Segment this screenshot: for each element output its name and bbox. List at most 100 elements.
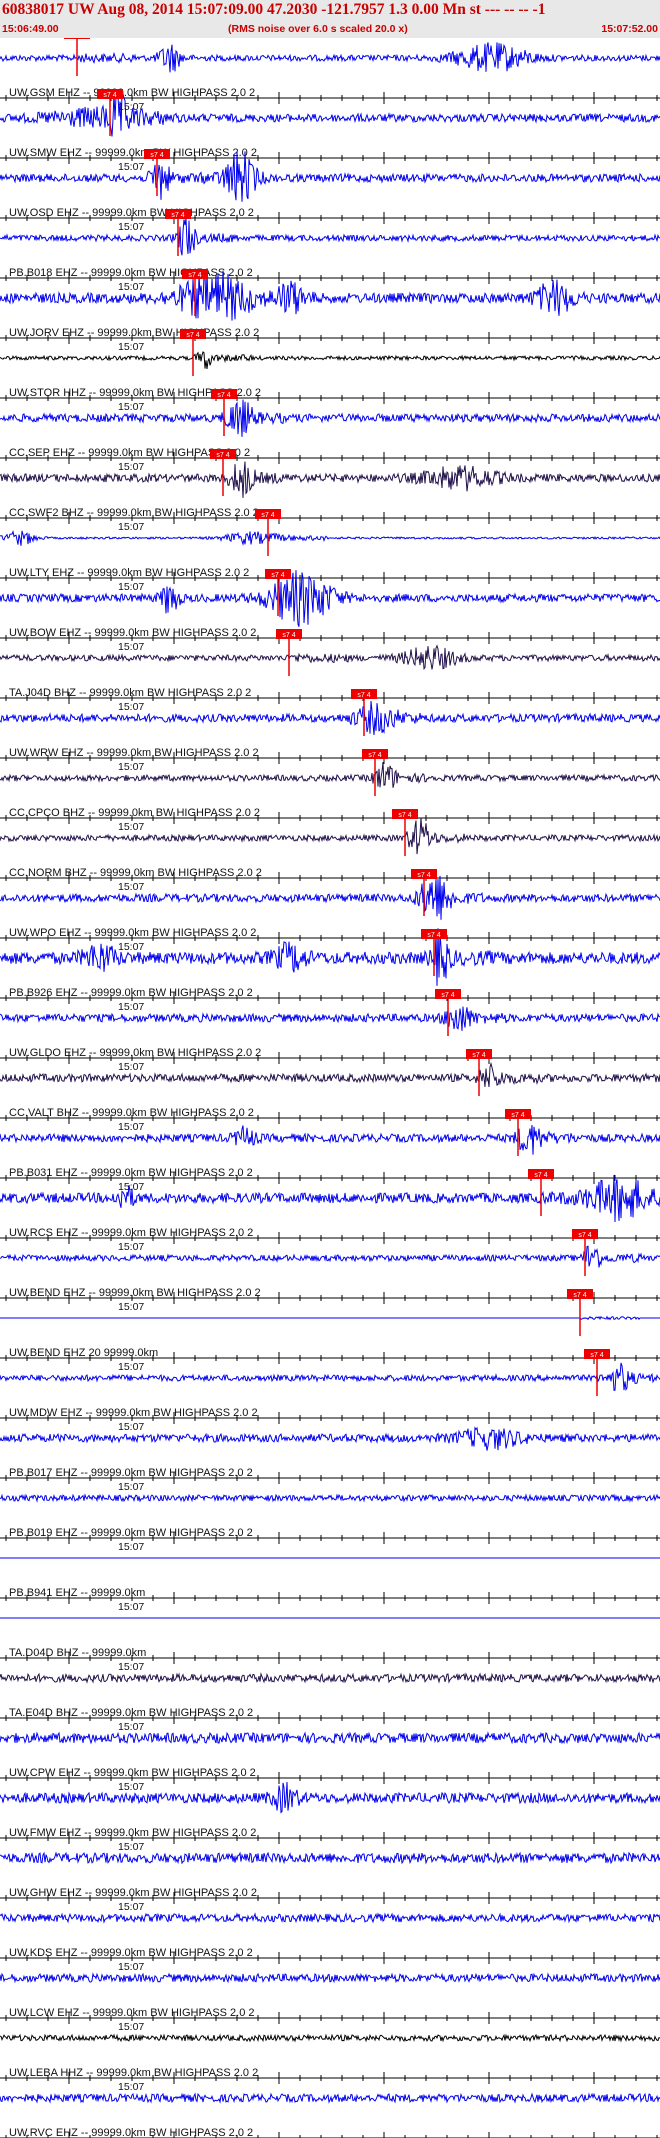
station-label: UW.GSM EHZ -- 99999.0km BW HIGHPASS 2.0 … xyxy=(9,87,255,99)
pick-label: s7 4 xyxy=(186,332,199,339)
waveform-trace xyxy=(0,1245,660,1268)
station-label: UW.MDW EHZ -- 99999.0km BW HIGHPASS 2.0 … xyxy=(9,1407,258,1419)
waveform-trace xyxy=(0,218,660,256)
waveform-trace xyxy=(0,817,660,855)
time-tick-label: 15:07 xyxy=(118,1301,144,1313)
pick-marker xyxy=(567,1289,593,1299)
time-tick-label: 15:07 xyxy=(118,341,144,353)
time-tick-label: 15:07 xyxy=(118,1661,144,1673)
station-label: UW.RVC EHZ -- 99999.0km BW HIGHPASS 2.0 … xyxy=(9,2127,253,2138)
waveform-trace xyxy=(0,1972,660,1984)
time-tick-label: 15:07 xyxy=(118,461,144,473)
station-label: TA.D04D BHZ -- 99999.0km xyxy=(9,1647,146,1659)
pick-label: s7 4 xyxy=(70,38,83,39)
time-tick-label: 15:07 xyxy=(118,1481,144,1493)
pick-marker xyxy=(572,1229,598,1239)
waveform-trace xyxy=(0,1174,660,1223)
waveform-trace xyxy=(0,1781,660,1814)
waveform-trace xyxy=(0,1426,660,1451)
station-label: UW.GHW EHZ -- 99999.0km BW HIGHPASS 2.0 … xyxy=(9,1887,257,1899)
pick-marker xyxy=(584,1349,610,1359)
waveform-trace xyxy=(0,351,660,369)
time-tick-label: 15:07 xyxy=(118,1721,144,1733)
time-tick-label: 15:07 xyxy=(118,581,144,593)
waveform-trace xyxy=(0,530,660,547)
station-label: PB.B017 EHZ -- 99999.0km BW HIGHPASS 2.0… xyxy=(9,1467,253,1479)
waveform-trace xyxy=(0,570,660,627)
pick-marker xyxy=(421,929,447,939)
time-tick-label: 15:07 xyxy=(118,1841,144,1853)
pick-marker xyxy=(144,149,170,159)
waveform-trace xyxy=(0,1731,660,1745)
pick-label: s7 4 xyxy=(578,1232,591,1239)
start-time: 15:06:49.00 xyxy=(2,23,59,35)
time-tick-label: 15:07 xyxy=(118,401,144,413)
pick-label: s7 4 xyxy=(261,512,274,519)
time-tick-label: 15:07 xyxy=(118,821,144,833)
station-label: UW.LCW EHZ -- 99999.0km BW HIGHPASS 2.0 … xyxy=(9,2007,255,2019)
station-label: PB.B941 EHZ -- 99999.0km xyxy=(9,1587,145,1599)
station-label: UW.KDS EHZ -- 99999.0km BW HIGHPASS 2.0 … xyxy=(9,1947,253,1959)
time-tick-label: 15:07 xyxy=(118,161,144,173)
rms-subtitle: (RMS noise over 6.0 s scaled 20.0 x) xyxy=(228,23,408,35)
waveform-trace xyxy=(0,761,660,788)
pick-marker xyxy=(255,509,281,519)
pick-label: s7 4 xyxy=(472,1052,485,1059)
waveform-trace xyxy=(0,1672,660,1684)
seismogram-panel: UW.GSM EHZ -- 99999.0km BW HIGHPASS 2.0 … xyxy=(0,38,660,2138)
waveform-trace xyxy=(0,1061,660,1088)
time-tick-label: 15:07 xyxy=(118,1001,144,1013)
end-time: 15:07:52.00 xyxy=(601,23,658,35)
pick-label: s7 4 xyxy=(441,992,454,999)
pick-marker xyxy=(64,38,90,39)
waveform-trace xyxy=(0,1851,660,1865)
header-bar: 60838017 UW Aug 08, 2014 15:07:09.00 47.… xyxy=(0,0,660,38)
time-tick-label: 15:07 xyxy=(118,1961,144,1973)
pick-label: s7 4 xyxy=(217,392,230,399)
time-tick-label: 15:07 xyxy=(118,1781,144,1793)
station-label: CC.SWF2 BHZ -- 99999.0km BW HIGHPASS 2.0… xyxy=(9,507,259,519)
station-label: TA.E04D BHZ -- 99999.0km BW HIGHPASS 2.0… xyxy=(9,1707,253,1719)
station-label: UW.FMW EHZ -- 99999.0km BW HIGHPASS 2.0 … xyxy=(9,1827,256,1839)
pick-marker xyxy=(505,1109,531,1119)
time-tick-label: 15:07 xyxy=(118,521,144,533)
pick-marker xyxy=(411,869,437,879)
pick-label: s7 4 xyxy=(368,752,381,759)
time-tick-label: 15:07 xyxy=(118,221,144,233)
pick-marker xyxy=(210,449,236,459)
station-label: UW.BOW EHZ -- 99999.0km BW HIGHPASS 2.0 … xyxy=(9,627,256,639)
time-tick-label: 15:07 xyxy=(118,1601,144,1613)
event-title: 60838017 UW Aug 08, 2014 15:07:09.00 47.… xyxy=(2,1,546,18)
pick-label: s7 4 xyxy=(188,272,201,279)
pick-label: s7 4 xyxy=(511,1112,524,1119)
waveform-trace xyxy=(0,1362,660,1392)
time-tick-label: 15:07 xyxy=(118,1421,144,1433)
pick-marker xyxy=(466,1049,492,1059)
station-label: UW.RCS EHZ -- 99999.0km BW HIGHPASS 2.0 … xyxy=(9,1227,253,1239)
pick-label: s7 4 xyxy=(534,1172,547,1179)
station-label: UW.WPO EHZ -- 99999.0km BW HIGHPASS 2.0 … xyxy=(9,927,256,939)
time-tick-label: 15:07 xyxy=(118,1541,144,1553)
waveform-trace xyxy=(0,461,660,498)
station-label: UW.LTY EHZ -- 99999.0km BW HIGHPASS 2.0 … xyxy=(9,567,249,579)
pick-marker xyxy=(351,689,377,699)
time-tick-label: 15:07 xyxy=(118,761,144,773)
time-tick-label: 15:07 xyxy=(118,101,144,113)
station-label: UW.STOR HHZ -- 99999.0km BW HIGHPASS 2.0… xyxy=(9,387,261,399)
pick-marker xyxy=(362,749,388,759)
time-tick-label: 15:07 xyxy=(118,281,144,293)
waveform-trace xyxy=(0,1912,660,1924)
waveform-trace xyxy=(0,151,660,202)
station-label: UW.CPW EHZ -- 99999.0km BW HIGHPASS 2.0 … xyxy=(9,1767,256,1779)
pick-marker xyxy=(182,269,208,279)
station-label: UW.BEND EHZ -- 99999.0km BW HIGHPASS 2.0… xyxy=(9,1287,261,1299)
station-label: PB.B031 EHZ -- 99999.0km BW HIGHPASS 2.0… xyxy=(9,1167,253,1179)
station-label: CC.VALT BHZ -- 99999.0km BW HIGHPASS 2.0… xyxy=(9,1107,254,1119)
station-label: PB.B019 EHZ -- 99999.0km BW HIGHPASS 2.0… xyxy=(9,1527,253,1539)
pick-marker xyxy=(211,389,237,399)
station-label: UW.BEND EHZ 20 99999.0km xyxy=(9,1347,158,1359)
station-label: TA.J04D BHZ -- 99999.0km BW HIGHPASS 2.0… xyxy=(9,687,251,699)
pick-label: s7 4 xyxy=(573,1292,586,1299)
waveform-trace xyxy=(0,875,660,920)
station-label: UW.JORV EHZ -- 99999.0km BW HIGHPASS 2.0… xyxy=(9,327,259,339)
